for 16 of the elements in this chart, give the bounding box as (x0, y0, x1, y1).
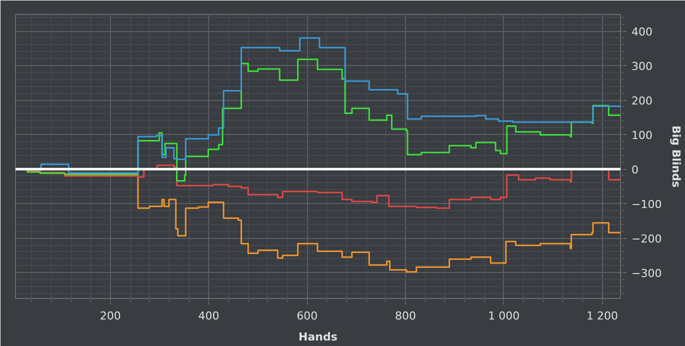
x-tick-label: 800 (395, 310, 416, 322)
y-tick-label: −100 (632, 198, 662, 212)
y-axis-title: Big Blinds (670, 125, 683, 188)
x-tick-label: 200 (100, 310, 121, 322)
x-tick-label: 600 (296, 310, 318, 322)
y-tick-label: 100 (632, 129, 652, 142)
y-tick-label: −300 (632, 267, 662, 280)
x-tick-label: 1 200 (586, 310, 618, 322)
x-tick-label: 1 000 (488, 310, 520, 322)
y-tick-label: −200 (632, 232, 662, 246)
x-tick-label: 400 (198, 310, 220, 322)
y-tick-label: 300 (632, 60, 652, 74)
y-tick-label: 0 (632, 164, 638, 177)
y-tick-label: 200 (632, 94, 652, 108)
x-axis-title: Hands (298, 330, 338, 344)
y-tick-label: 400 (632, 26, 652, 39)
